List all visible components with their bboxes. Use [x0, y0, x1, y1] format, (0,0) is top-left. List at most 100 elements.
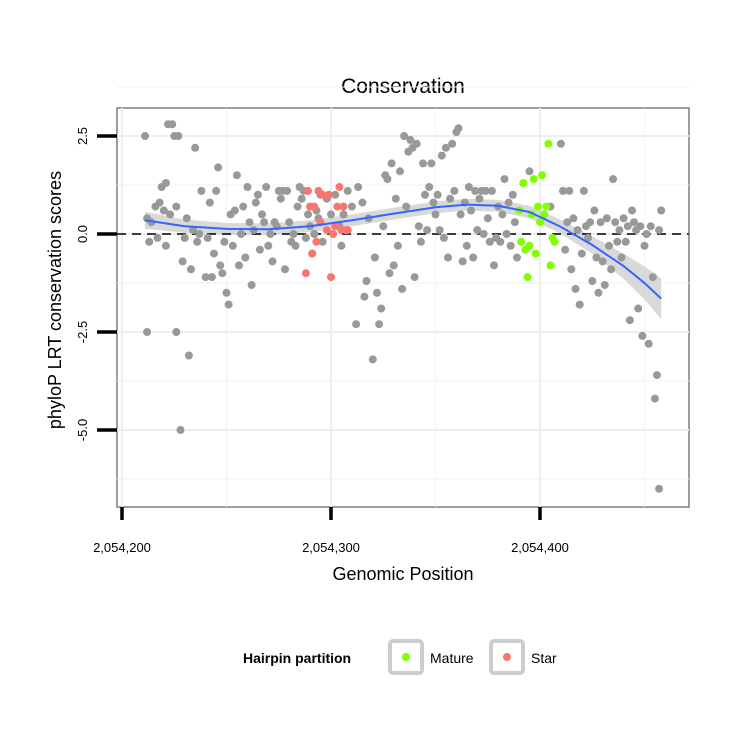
- point-other: [379, 222, 388, 231]
- point-star: [310, 202, 319, 211]
- point-other: [437, 151, 446, 160]
- point-other: [498, 210, 507, 219]
- point-other: [642, 230, 651, 238]
- point-other: [241, 253, 250, 262]
- point-other: [370, 253, 379, 262]
- point-other: [260, 218, 269, 227]
- point-other: [360, 292, 369, 301]
- point-star: [331, 222, 340, 231]
- point-star: [312, 237, 321, 246]
- point-other: [276, 194, 285, 203]
- point-other: [450, 186, 459, 195]
- legend: Hairpin partition Mature Star: [243, 639, 557, 675]
- point-other: [613, 237, 622, 246]
- point-other: [222, 288, 231, 297]
- point-other: [253, 190, 262, 199]
- point-other: [239, 202, 248, 211]
- legend-star-marker: [503, 653, 511, 661]
- point-other: [611, 218, 620, 227]
- point-mature: [533, 202, 542, 211]
- point-other: [205, 198, 214, 207]
- point-other: [310, 230, 319, 238]
- point-other: [588, 277, 597, 285]
- point-other: [628, 206, 636, 215]
- point-other: [232, 171, 241, 180]
- point-other: [368, 355, 377, 364]
- y-tick-label: -5.0: [75, 419, 90, 441]
- point-other: [197, 186, 206, 195]
- point-other: [657, 206, 666, 215]
- point-other: [387, 159, 396, 168]
- point-other: [653, 371, 661, 380]
- point-other: [508, 190, 517, 199]
- point-other: [458, 257, 467, 266]
- point-other: [362, 277, 371, 285]
- point-other: [210, 249, 218, 258]
- point-other: [327, 210, 335, 219]
- point-other: [621, 237, 630, 246]
- point-other: [573, 226, 582, 235]
- point-other: [293, 202, 302, 211]
- point-other: [337, 241, 346, 250]
- point-other: [467, 206, 475, 215]
- x-tick-label: 2,054,200: [93, 540, 151, 555]
- point-other: [400, 132, 409, 140]
- point-other: [172, 202, 181, 211]
- y-tick-label: 0.0: [75, 225, 90, 243]
- point-other: [389, 261, 398, 270]
- point-other: [427, 159, 436, 168]
- point-other: [414, 222, 423, 231]
- point-other: [607, 265, 616, 274]
- point-other: [161, 179, 170, 187]
- point-mature: [544, 139, 553, 148]
- point-other: [483, 214, 492, 223]
- point-other: [406, 135, 415, 144]
- point-other: [525, 167, 534, 176]
- smooth-trend: [144, 203, 662, 300]
- point-star: [324, 190, 333, 199]
- point-star: [343, 226, 352, 235]
- point-mature: [540, 210, 549, 219]
- point-other: [479, 230, 488, 238]
- x-tick-label: 2,054,300: [302, 540, 360, 555]
- point-other: [446, 194, 455, 203]
- point-other: [398, 284, 407, 293]
- point-other: [456, 210, 465, 219]
- point-mature: [523, 273, 532, 282]
- point-other: [166, 210, 175, 219]
- y-axis-title: phyloP LRT conservation scores: [45, 171, 65, 429]
- point-mature: [531, 249, 540, 258]
- point-other: [245, 218, 254, 227]
- point-other: [502, 230, 511, 238]
- point-other: [191, 143, 200, 152]
- point-other: [431, 210, 440, 219]
- point-mature: [525, 241, 534, 250]
- point-mature: [529, 175, 538, 184]
- point-other: [602, 214, 611, 223]
- point-other: [159, 206, 168, 215]
- point-other: [462, 241, 471, 250]
- point-other: [471, 186, 480, 195]
- point-mature: [519, 179, 528, 187]
- point-other: [187, 265, 195, 274]
- point-other: [155, 198, 164, 207]
- point-other: [391, 194, 400, 203]
- point-other: [184, 351, 193, 360]
- point-other: [594, 288, 603, 297]
- point-other: [281, 265, 289, 274]
- point-other: [615, 226, 624, 235]
- point-other: [638, 331, 647, 340]
- point-other: [419, 159, 427, 168]
- point-other: [301, 233, 310, 242]
- point-other: [243, 183, 252, 191]
- point-other: [224, 300, 233, 309]
- point-other: [556, 139, 565, 148]
- point-other: [416, 237, 425, 246]
- point-other: [402, 202, 411, 211]
- point-other: [640, 241, 649, 250]
- point-other: [473, 226, 482, 235]
- point-other: [203, 233, 212, 242]
- point-star: [327, 273, 335, 282]
- point-star: [304, 186, 312, 195]
